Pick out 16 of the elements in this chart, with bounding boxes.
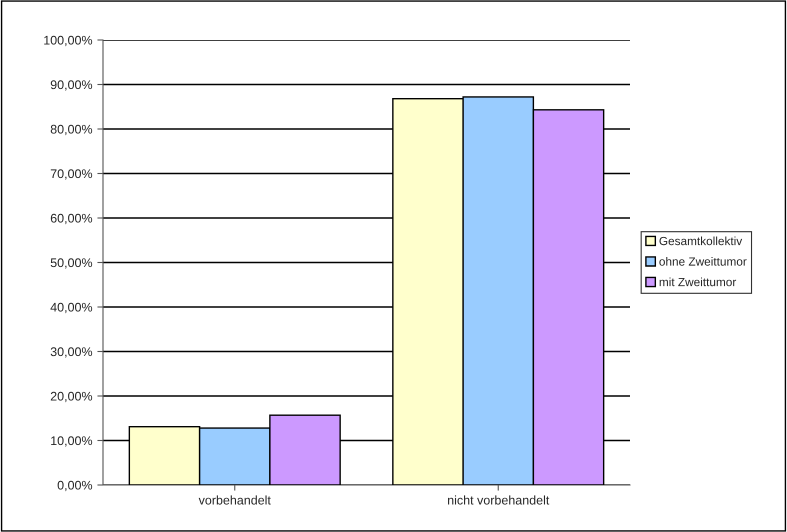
y-tick-label: 40,00% bbox=[50, 302, 92, 314]
x-tick-label: vorbehandelt bbox=[198, 495, 271, 505]
y-tick-label: 80,00% bbox=[50, 124, 92, 136]
x-tick-label: nicht vorbehandelt bbox=[448, 495, 550, 505]
y-tick-label: 10,00% bbox=[51, 436, 92, 447]
legend-label: Gesamtkollektiv bbox=[659, 236, 742, 246]
legend-label: ohne Zweittumor bbox=[659, 257, 747, 266]
y-tick-label: 50,00% bbox=[50, 258, 92, 269]
y-tick-label: 30,00% bbox=[50, 347, 92, 358]
y-tick-label: 60,00% bbox=[50, 214, 92, 224]
legend-label: mit Zweittumor bbox=[660, 278, 736, 286]
y-tick-label: 0,00% bbox=[58, 480, 92, 492]
y-tick-label: 20,00% bbox=[50, 392, 92, 402]
y-tick-label: 70,00% bbox=[50, 169, 92, 180]
y-tick-label: 100,00% bbox=[44, 36, 92, 46]
y-tick-label: 90,00% bbox=[50, 80, 92, 91]
